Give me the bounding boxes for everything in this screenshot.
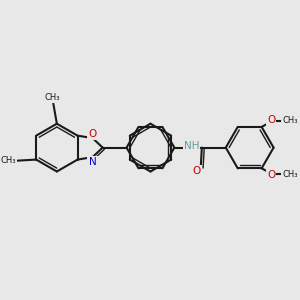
Text: CH₃: CH₃: [44, 93, 60, 102]
Text: N: N: [88, 157, 96, 167]
Text: NH: NH: [184, 141, 199, 152]
Text: O: O: [192, 166, 200, 176]
Text: O: O: [88, 129, 97, 139]
Text: O: O: [267, 170, 275, 181]
Text: CH₃: CH₃: [283, 116, 298, 125]
Text: CH₃: CH₃: [0, 156, 16, 165]
Text: O: O: [267, 115, 275, 125]
Text: CH₃: CH₃: [283, 170, 298, 179]
